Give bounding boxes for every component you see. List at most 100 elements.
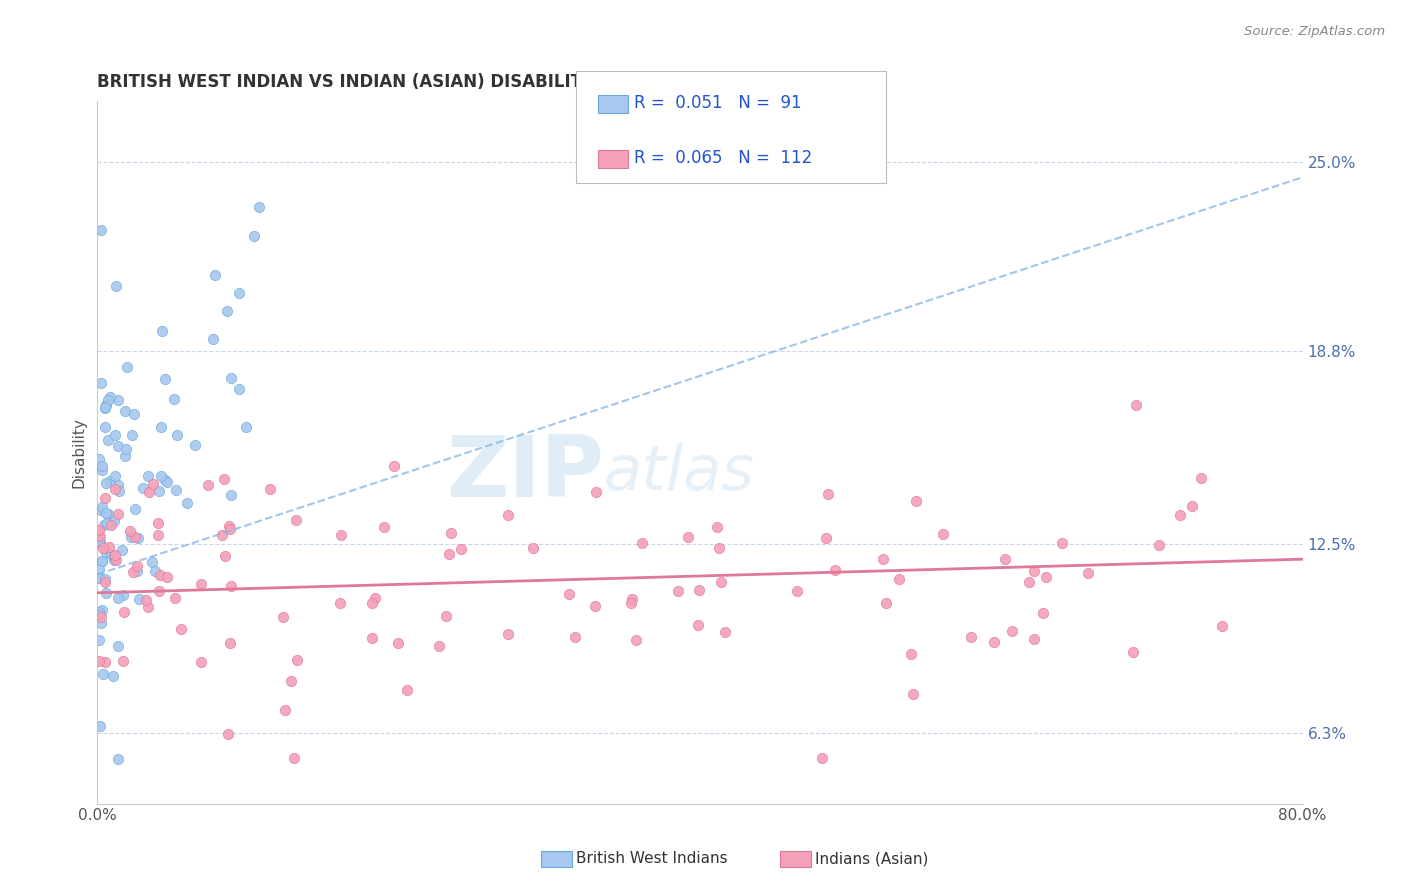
Point (90, 222, 112, 236)
Point (666, 584, 689, 599)
Point (1050, 536, 1073, 550)
Point (558, 587, 581, 601)
Point (714, 624, 737, 639)
Point (217, 304, 239, 318)
Point (107, 439, 129, 453)
Point (112, 588, 135, 602)
Point (143, 565, 166, 579)
Point (155, 372, 177, 386)
Point (190, 576, 212, 591)
Point (626, 632, 648, 647)
Text: R =  0.051   N =  91: R = 0.051 N = 91 (634, 94, 801, 112)
Point (90, 616, 112, 631)
Point (101, 669, 124, 683)
Point (496, 508, 519, 522)
Text: BRITISH WEST INDIAN VS INDIAN (ASIAN) DISABILITY CORRELATION CHART: BRITISH WEST INDIAN VS INDIAN (ASIAN) DI… (97, 73, 800, 91)
Point (212, 472, 235, 486)
Point (124, 530, 146, 544)
Point (1189, 471, 1212, 485)
Point (97, 434, 120, 448)
Point (361, 596, 384, 610)
Point (221, 579, 243, 593)
Point (138, 484, 160, 499)
Point (120, 530, 142, 544)
Point (583, 599, 606, 613)
Point (87, 571, 110, 585)
Point (90, 376, 112, 390)
Point (1170, 508, 1192, 522)
Point (104, 428, 127, 442)
Point (176, 495, 198, 509)
Point (811, 751, 834, 765)
Point (706, 520, 728, 534)
Point (450, 541, 472, 556)
Text: Source: ZipAtlas.com: Source: ZipAtlas.com (1244, 25, 1385, 38)
Point (217, 727, 239, 741)
Point (89, 719, 111, 733)
Point (170, 622, 193, 636)
Point (214, 549, 236, 563)
Point (219, 636, 242, 650)
Point (105, 553, 128, 567)
Point (94, 575, 117, 590)
Point (150, 469, 173, 483)
Point (710, 574, 733, 589)
Point (118, 524, 141, 538)
Point (107, 392, 129, 407)
Point (94, 476, 117, 491)
Point (285, 513, 308, 527)
Point (221, 488, 243, 502)
Point (87, 608, 110, 623)
Point (93, 541, 115, 555)
Point (786, 583, 808, 598)
Point (686, 618, 709, 632)
Point (153, 473, 176, 487)
Point (931, 526, 953, 541)
Point (904, 494, 927, 508)
Point (361, 631, 384, 645)
Point (437, 547, 460, 561)
Point (94, 401, 117, 415)
Point (382, 459, 405, 474)
Point (960, 631, 983, 645)
Point (87, 654, 110, 668)
Text: British West Indians: British West Indians (576, 852, 728, 866)
Point (900, 647, 922, 661)
Point (87, 561, 110, 575)
Point (1001, 624, 1024, 639)
Point (93, 518, 115, 533)
Point (1024, 564, 1046, 578)
Point (285, 653, 308, 667)
Point (103, 514, 125, 528)
Point (218, 519, 240, 533)
Point (373, 519, 395, 533)
Point (90, 500, 112, 514)
Point (1149, 538, 1171, 552)
Point (149, 568, 172, 582)
Point (165, 483, 187, 497)
Point (107, 639, 129, 653)
Point (104, 482, 127, 496)
Point (98, 540, 121, 554)
Point (142, 477, 165, 491)
Point (1077, 566, 1099, 580)
Point (496, 627, 519, 641)
Point (283, 751, 305, 765)
Point (219, 522, 242, 536)
Point (271, 610, 294, 624)
Text: atlas: atlas (603, 443, 755, 503)
Point (90, 610, 112, 624)
Point (100, 517, 122, 532)
Point (89, 605, 111, 619)
Point (114, 449, 136, 463)
Point (94, 491, 117, 505)
Point (620, 596, 643, 610)
Point (97, 393, 120, 408)
Point (94, 420, 117, 434)
Point (1122, 645, 1144, 659)
Point (387, 635, 409, 649)
Point (94, 655, 117, 669)
Point (98, 474, 121, 488)
Point (90, 503, 112, 517)
Point (91, 666, 114, 681)
